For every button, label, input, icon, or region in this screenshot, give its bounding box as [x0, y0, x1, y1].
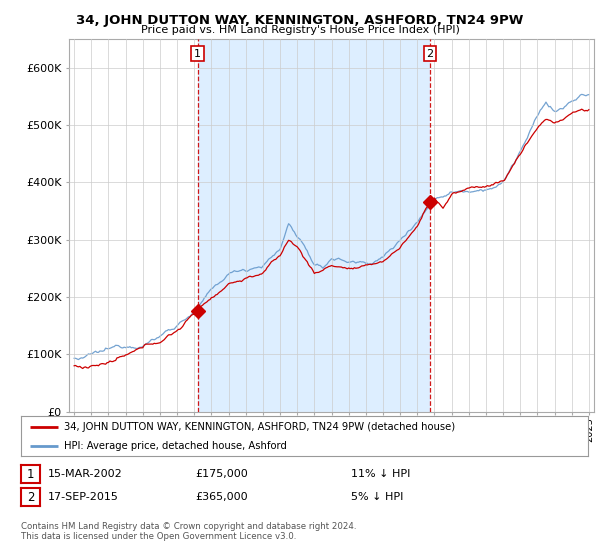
Text: Price paid vs. HM Land Registry's House Price Index (HPI): Price paid vs. HM Land Registry's House …	[140, 25, 460, 35]
Text: HPI: Average price, detached house, Ashford: HPI: Average price, detached house, Ashf…	[64, 441, 286, 450]
Text: 17-SEP-2015: 17-SEP-2015	[48, 492, 119, 502]
Text: 2: 2	[427, 49, 434, 58]
Text: 1: 1	[194, 49, 201, 58]
Text: 1: 1	[27, 468, 34, 481]
Text: 11% ↓ HPI: 11% ↓ HPI	[351, 469, 410, 479]
Text: 34, JOHN DUTTON WAY, KENNINGTON, ASHFORD, TN24 9PW: 34, JOHN DUTTON WAY, KENNINGTON, ASHFORD…	[76, 14, 524, 27]
Text: £175,000: £175,000	[195, 469, 248, 479]
Text: 5% ↓ HPI: 5% ↓ HPI	[351, 492, 403, 502]
Text: 2: 2	[27, 491, 34, 504]
Text: 34, JOHN DUTTON WAY, KENNINGTON, ASHFORD, TN24 9PW (detached house): 34, JOHN DUTTON WAY, KENNINGTON, ASHFORD…	[64, 422, 455, 432]
Text: 15-MAR-2002: 15-MAR-2002	[48, 469, 123, 479]
Text: £365,000: £365,000	[195, 492, 248, 502]
Bar	[197, 39, 430, 412]
Text: Contains HM Land Registry data © Crown copyright and database right 2024.
This d: Contains HM Land Registry data © Crown c…	[21, 522, 356, 542]
